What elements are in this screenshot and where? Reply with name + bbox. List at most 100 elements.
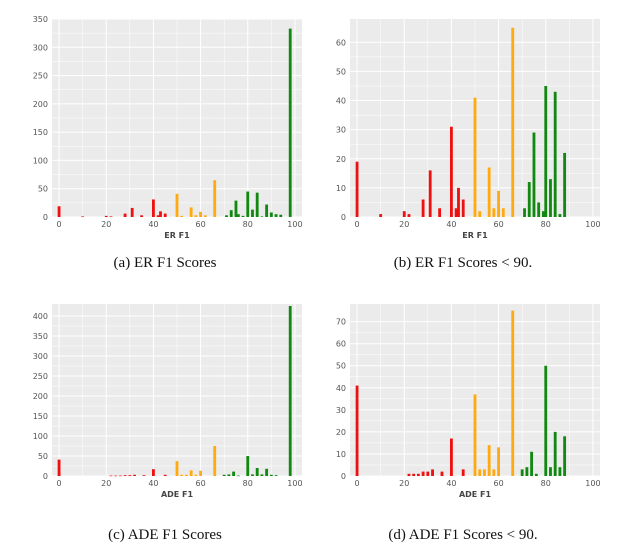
bar [563,152,567,217]
x-tick-label: 80 [243,479,253,488]
x-tick-label: 100 [287,479,302,488]
bar [133,474,136,476]
bar [140,215,144,217]
bar [501,208,505,217]
bar [265,204,269,217]
bar [236,475,240,477]
bar [440,471,444,476]
chart-panel-d: 0 20 40 60 80 100 0 10 20 30 40 50 60 70 ADE F1 [318,300,608,504]
bar [185,474,188,476]
chart-svg-b: 0 20 40 60 80 100 0 10 20 30 40 50 60 ER F1 [336,19,601,240]
y-tick-label: 200 [33,392,48,401]
bar [421,199,425,217]
bar [163,474,167,476]
bar [416,473,420,476]
bar [194,215,198,217]
bar [246,456,250,476]
bar [428,170,432,217]
y-tick-label: 20 [336,428,346,437]
bar [251,209,254,217]
bar [438,208,442,217]
y-tick-label: 0 [341,213,346,222]
bar [114,475,118,477]
bar [461,199,465,217]
bar [553,431,557,476]
bar [288,306,292,476]
x-tick-label: 60 [493,220,503,229]
y-tick-label: 20 [336,155,346,164]
caption-c: (c) ADE F1 Scores [108,527,222,543]
bar [229,210,233,217]
y-tick-label: 0 [43,213,48,222]
x-tick-label: 100 [585,220,600,229]
x-tick-label: 20 [399,220,409,229]
bar [492,469,496,476]
bar [180,474,184,476]
x-tick-label: 60 [195,220,205,229]
bar [260,474,264,476]
bar [407,473,411,476]
y-tick-label: 10 [336,184,346,193]
bar [549,179,552,217]
y-tick-label: 40 [336,97,346,106]
bar [180,215,184,217]
x-tick-label: 40 [446,220,456,229]
bar [222,474,226,476]
bar [236,214,240,217]
bar [163,213,167,217]
bar [175,461,179,476]
bar [511,27,515,218]
bar [355,385,359,476]
y-tick-label: 100 [33,156,48,165]
bar [152,199,155,217]
y-tick-label: 40 [336,384,346,393]
y-tick-label: 50 [38,452,48,461]
bar [260,216,264,218]
x-tick-label: 0 [57,479,62,488]
bar [563,436,567,476]
bar [534,473,538,476]
bar [227,474,231,476]
bar [156,215,160,217]
x-tick-label: 0 [355,479,360,488]
bar [246,191,250,217]
bar [255,192,259,217]
bar [213,446,217,476]
bar [492,208,496,217]
x-tick-label: 100 [585,479,600,488]
bar [473,97,477,217]
y-tick-label: 0 [341,472,346,481]
bar [478,211,482,217]
y-tick-label: 60 [336,38,346,47]
bar [450,438,453,476]
bar [189,207,193,217]
caption-b: (b) ER F1 Scores < 90. [393,255,533,271]
chart-panel-a: 0 20 40 60 80 100 0 50 100 150 200 250 300 350 ER F1 [20,15,310,245]
bar [203,215,207,217]
y-tick-label: 50 [336,362,346,371]
y-tick-label: 350 [33,332,48,341]
bar [225,215,228,217]
bar [355,161,359,217]
bar [57,459,61,476]
x-tick-label: 20 [101,220,111,229]
x-axis-label: ADE F1 [459,490,492,499]
bar [159,211,162,217]
y-tick-label: 400 [33,312,48,321]
y-tick-label: 0 [43,472,48,481]
bar [478,469,482,476]
bar [175,193,179,217]
bar [483,469,486,476]
x-tick-label: 100 [287,220,302,229]
bar [487,167,491,217]
chart-svg-c: 0 20 40 60 80 100 0 50 100 150 200 250 300 350 400 ADE … [33,304,303,499]
bar [81,216,85,218]
chart-svg-d: 0 20 40 60 80 100 0 10 20 30 40 50 60 70 ADE F1 [336,304,601,499]
y-tick-label: 300 [33,352,48,361]
chart-svg-a: 0 20 40 60 80 100 0 50 100 150 200 250 300 350 ER F1 [33,15,303,240]
y-tick-label: 250 [33,372,48,381]
bar [130,207,134,217]
x-tick-label: 60 [493,479,503,488]
x-tick-label: 20 [399,479,409,488]
x-tick-label: 20 [101,479,111,488]
